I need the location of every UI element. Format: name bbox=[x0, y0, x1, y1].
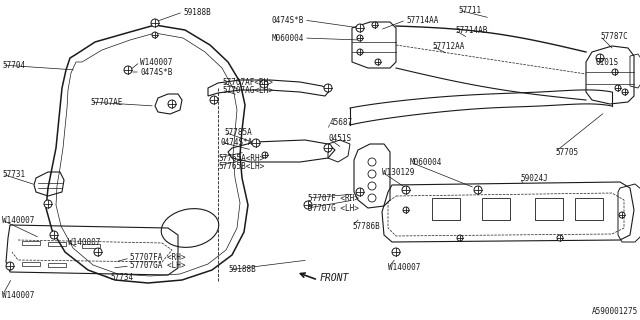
Circle shape bbox=[94, 248, 102, 256]
Circle shape bbox=[372, 22, 378, 28]
Bar bbox=[48, 263, 66, 267]
Text: 57714AB: 57714AB bbox=[455, 26, 488, 35]
Text: 57765A<RH>: 57765A<RH> bbox=[218, 154, 264, 163]
Text: 57786B: 57786B bbox=[352, 221, 380, 230]
Text: 57707FA <RH>: 57707FA <RH> bbox=[130, 253, 186, 262]
Text: W140007: W140007 bbox=[2, 215, 35, 225]
Text: 0451S: 0451S bbox=[328, 133, 351, 142]
Circle shape bbox=[252, 139, 260, 147]
Text: 57707AF<RH>: 57707AF<RH> bbox=[222, 77, 273, 86]
Circle shape bbox=[615, 85, 621, 91]
Text: W140007: W140007 bbox=[2, 292, 35, 300]
Text: 45687: 45687 bbox=[330, 117, 353, 126]
Circle shape bbox=[622, 89, 628, 95]
Circle shape bbox=[612, 69, 618, 75]
Circle shape bbox=[324, 84, 332, 92]
Text: 0101S: 0101S bbox=[596, 58, 619, 67]
Text: 57707F <RH>: 57707F <RH> bbox=[308, 194, 359, 203]
Circle shape bbox=[402, 186, 410, 194]
Circle shape bbox=[356, 188, 364, 196]
Text: 0474S*B: 0474S*B bbox=[271, 15, 304, 25]
Text: 0474S*A: 0474S*A bbox=[220, 138, 252, 147]
Circle shape bbox=[304, 201, 312, 209]
Circle shape bbox=[50, 231, 58, 239]
Circle shape bbox=[596, 54, 604, 62]
Circle shape bbox=[262, 152, 268, 158]
Circle shape bbox=[403, 207, 409, 213]
Circle shape bbox=[168, 100, 176, 108]
Circle shape bbox=[151, 19, 159, 27]
Text: 57785A: 57785A bbox=[224, 127, 252, 137]
Bar bbox=[535, 198, 563, 220]
Circle shape bbox=[457, 235, 463, 241]
Text: 57787C: 57787C bbox=[600, 31, 628, 41]
Text: 57765B<LH>: 57765B<LH> bbox=[218, 162, 264, 171]
Text: 59024J: 59024J bbox=[520, 173, 548, 182]
Text: W130129: W130129 bbox=[382, 167, 414, 177]
Text: 59188B: 59188B bbox=[183, 7, 211, 17]
Text: 57705: 57705 bbox=[555, 148, 578, 156]
Circle shape bbox=[124, 66, 132, 74]
Text: 57734: 57734 bbox=[110, 274, 133, 283]
Bar bbox=[22, 241, 40, 245]
Text: 57712AA: 57712AA bbox=[432, 42, 465, 51]
Text: 57731: 57731 bbox=[2, 170, 25, 179]
Circle shape bbox=[44, 200, 52, 208]
Circle shape bbox=[474, 186, 482, 194]
Circle shape bbox=[375, 59, 381, 65]
Text: 57707AG<LH>: 57707AG<LH> bbox=[222, 85, 273, 94]
Text: M060004: M060004 bbox=[271, 34, 304, 43]
Bar bbox=[22, 262, 40, 266]
Circle shape bbox=[392, 248, 400, 256]
Text: 0474S*B: 0474S*B bbox=[140, 68, 172, 76]
Text: 57711: 57711 bbox=[458, 5, 481, 14]
Bar bbox=[82, 244, 100, 248]
Text: 57714AA: 57714AA bbox=[406, 15, 438, 25]
Bar bbox=[48, 242, 66, 246]
Text: FRONT: FRONT bbox=[320, 273, 349, 283]
Bar bbox=[575, 198, 603, 220]
Text: A590001275: A590001275 bbox=[592, 307, 638, 316]
Circle shape bbox=[357, 49, 363, 55]
Circle shape bbox=[260, 80, 268, 88]
Circle shape bbox=[152, 32, 158, 38]
Text: 57704: 57704 bbox=[2, 60, 25, 69]
Circle shape bbox=[356, 24, 364, 32]
Text: 57707G <LH>: 57707G <LH> bbox=[308, 204, 359, 212]
Circle shape bbox=[210, 96, 218, 104]
Text: W140007: W140007 bbox=[140, 58, 172, 67]
Text: W140007: W140007 bbox=[388, 263, 420, 273]
Bar bbox=[482, 198, 510, 220]
Circle shape bbox=[557, 235, 563, 241]
Circle shape bbox=[619, 212, 625, 218]
Text: 57707GA <LH>: 57707GA <LH> bbox=[130, 261, 186, 270]
Text: W140007: W140007 bbox=[68, 237, 100, 246]
Circle shape bbox=[324, 144, 332, 152]
Circle shape bbox=[6, 262, 14, 270]
Bar bbox=[432, 198, 460, 220]
Text: 59188B: 59188B bbox=[228, 266, 256, 275]
Text: 57707AE: 57707AE bbox=[90, 98, 122, 107]
Circle shape bbox=[357, 35, 363, 41]
Text: M060004: M060004 bbox=[410, 157, 442, 166]
